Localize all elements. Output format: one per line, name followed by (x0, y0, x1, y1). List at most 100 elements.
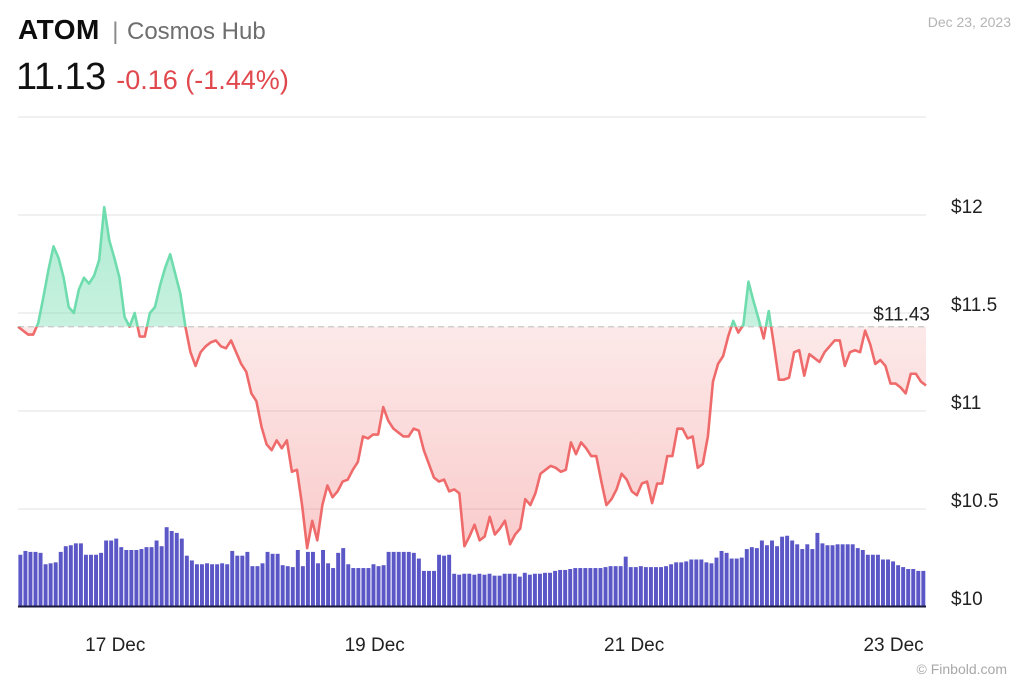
volume-bar (351, 568, 356, 607)
volume-bar (477, 573, 482, 607)
volume-bar (104, 540, 109, 607)
volume-bar (537, 573, 542, 607)
volume-bar (245, 551, 250, 607)
volume-bar (598, 568, 603, 607)
volume-bar (583, 568, 588, 607)
volume-bar (865, 554, 870, 607)
volume-bar (134, 550, 139, 607)
volume-bar (527, 574, 532, 607)
volume-bar (432, 570, 436, 607)
volume-bar (401, 551, 406, 607)
volume-bar (563, 569, 568, 607)
volume-bar (129, 550, 134, 607)
volume-bar (724, 552, 729, 607)
volume-bar (558, 569, 563, 607)
volume-bar (295, 550, 300, 607)
volume-bar (164, 527, 169, 607)
volume-bar (492, 575, 497, 607)
volume-bar (502, 573, 507, 607)
volume-bar (517, 576, 522, 607)
volume-bar (18, 554, 23, 607)
volume-bar (507, 573, 512, 607)
volume-bar (770, 540, 774, 607)
volume-bar (149, 547, 154, 607)
volume-bar (522, 572, 527, 607)
price-line-up (17, 205, 773, 327)
volume-bar (860, 550, 865, 607)
volume-bar (845, 544, 850, 607)
volume-bar (830, 545, 835, 607)
area-below-reference (18, 326, 926, 549)
volume-bar (275, 553, 280, 607)
volume-bar (421, 570, 426, 607)
volume-bar (73, 543, 78, 607)
volume-bar (623, 556, 628, 607)
area-above-reference (18, 207, 926, 327)
volume-bar (23, 550, 28, 607)
volume-bar (669, 564, 674, 607)
volume-bar (411, 552, 416, 607)
volume-bar (63, 546, 68, 607)
volume-bar (154, 540, 159, 607)
volume-bar (371, 564, 376, 607)
y-tick-label: $11 (951, 393, 981, 414)
y-tick-label: $12 (951, 197, 983, 218)
volume-bar (785, 535, 790, 607)
volume-bar (336, 552, 341, 607)
price-line-down (17, 326, 927, 550)
volume-bar (704, 562, 709, 607)
y-tick-label: $11.5 (951, 295, 997, 316)
volume-bar (754, 548, 759, 607)
volume-bar (638, 566, 643, 607)
asset-name: Cosmos Hub (126, 18, 266, 45)
volume-bar (124, 550, 129, 607)
volume-bar (200, 564, 204, 607)
volume-bar (331, 568, 336, 607)
volume-bar (99, 552, 104, 607)
volume-bar (68, 545, 73, 607)
volume-bar (739, 557, 744, 607)
volume-bar (780, 536, 785, 607)
volume-bar (53, 562, 58, 607)
volume-bar (270, 553, 275, 607)
volume-bar (875, 554, 880, 607)
volume-bar (220, 563, 225, 607)
volume-bar (916, 570, 921, 607)
volume-bar (381, 565, 386, 607)
volume-bar (684, 561, 689, 607)
volume-bar (896, 565, 901, 607)
volume-bar (33, 551, 38, 607)
volume-bar (265, 551, 270, 607)
volume-bar (300, 566, 305, 607)
volume-bar (366, 568, 371, 607)
volume-bar (850, 544, 855, 607)
volume-bar (305, 551, 310, 607)
volume-bar (613, 566, 618, 607)
asset-ticker: ATOM (18, 14, 100, 45)
volume-bar (654, 567, 658, 607)
volume-bar (184, 555, 189, 607)
volume-bar (38, 552, 43, 607)
volume-bar (43, 564, 48, 607)
volume-bar (235, 555, 240, 607)
volume-bar (800, 549, 805, 607)
volume-bar (532, 573, 537, 607)
volume-bar (628, 567, 633, 607)
volume-bar (83, 554, 88, 607)
volume-bar (225, 564, 230, 607)
volume-bar (568, 569, 573, 607)
volume-bar (205, 563, 209, 607)
volume-bar (310, 551, 315, 607)
volume-bar (835, 544, 840, 607)
volume-bar (457, 574, 462, 607)
volume-bar (840, 544, 845, 607)
volume-bar (447, 554, 452, 607)
header-separator: | (112, 18, 119, 45)
volume-bar (810, 549, 815, 607)
volume-bar (114, 538, 119, 607)
volume-bar (674, 562, 679, 607)
price-change: -0.16 (-1.44%) (116, 65, 289, 95)
volume-bar (759, 540, 764, 607)
current-price: 11.13 (16, 56, 106, 98)
volume-bar (396, 551, 401, 607)
